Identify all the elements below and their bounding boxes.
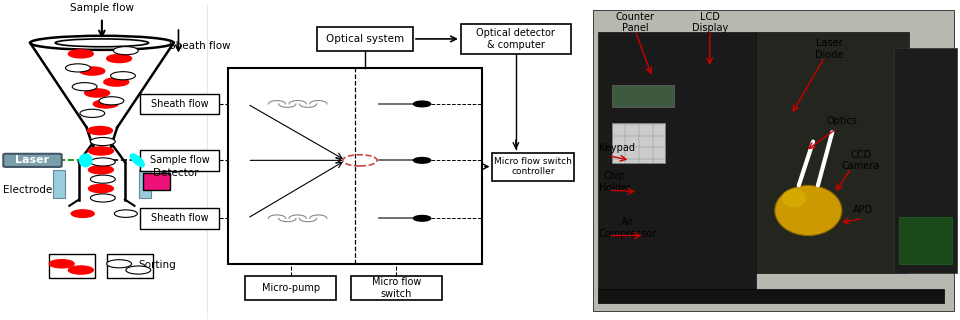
Bar xyxy=(350,276,442,300)
Bar xyxy=(53,170,64,198)
Text: Sample flow: Sample flow xyxy=(70,3,133,13)
Circle shape xyxy=(87,126,112,135)
Ellipse shape xyxy=(80,154,92,167)
Text: Sample flow: Sample flow xyxy=(150,155,209,165)
Circle shape xyxy=(88,185,113,193)
Ellipse shape xyxy=(775,185,842,236)
Bar xyxy=(107,254,153,278)
Circle shape xyxy=(90,175,115,183)
Circle shape xyxy=(414,101,431,107)
Text: Keypad: Keypad xyxy=(599,143,635,153)
Circle shape xyxy=(114,210,137,217)
Text: Optical system: Optical system xyxy=(326,34,404,44)
Text: Sheath flow: Sheath flow xyxy=(151,213,208,223)
Bar xyxy=(143,173,170,190)
Bar xyxy=(492,153,574,181)
Text: Optical detector
& computer: Optical detector & computer xyxy=(476,28,555,50)
Text: CCD
Camera: CCD Camera xyxy=(842,149,880,171)
Text: Micro flow
switch: Micro flow switch xyxy=(372,277,420,299)
Bar xyxy=(900,217,952,264)
Circle shape xyxy=(71,210,94,217)
Bar xyxy=(756,32,909,273)
Circle shape xyxy=(68,50,93,58)
Text: Micro-pump: Micro-pump xyxy=(262,283,320,293)
Bar xyxy=(895,48,957,273)
Circle shape xyxy=(90,194,115,202)
Text: Electrodes: Electrodes xyxy=(3,185,58,195)
Circle shape xyxy=(80,67,105,75)
Text: Chip
Holder: Chip Holder xyxy=(599,172,631,193)
Bar xyxy=(139,170,151,198)
Circle shape xyxy=(68,266,93,274)
Circle shape xyxy=(113,47,138,55)
Text: Optics: Optics xyxy=(827,116,857,126)
Text: LCD
Display: LCD Display xyxy=(691,12,728,33)
Text: Counter
Panel: Counter Panel xyxy=(615,12,655,33)
Text: Sorting: Sorting xyxy=(138,260,176,270)
Circle shape xyxy=(126,266,151,274)
Circle shape xyxy=(65,64,90,72)
FancyBboxPatch shape xyxy=(3,154,61,167)
Circle shape xyxy=(49,260,74,268)
Circle shape xyxy=(84,89,109,97)
Bar xyxy=(140,94,219,114)
Text: Detector: Detector xyxy=(153,168,198,178)
Bar xyxy=(593,10,954,311)
Ellipse shape xyxy=(131,154,144,167)
Bar xyxy=(317,27,413,51)
Circle shape xyxy=(107,54,132,63)
Circle shape xyxy=(414,157,431,163)
Circle shape xyxy=(90,158,115,166)
Bar xyxy=(461,24,571,54)
Circle shape xyxy=(88,147,113,155)
Text: Laser: Laser xyxy=(15,155,50,165)
Bar xyxy=(598,289,945,303)
Text: Sheath flow: Sheath flow xyxy=(151,99,208,109)
Bar xyxy=(612,85,674,107)
Circle shape xyxy=(88,166,113,174)
Circle shape xyxy=(414,215,431,221)
Bar xyxy=(598,32,756,289)
Circle shape xyxy=(93,100,118,108)
Bar xyxy=(140,208,219,228)
Bar xyxy=(246,276,336,300)
Text: Sheath flow: Sheath flow xyxy=(169,41,230,51)
Bar xyxy=(612,123,664,164)
Bar xyxy=(49,254,95,278)
Text: Air
Compressor: Air Compressor xyxy=(599,217,657,238)
Circle shape xyxy=(80,109,105,117)
Text: APD: APD xyxy=(853,205,874,215)
Circle shape xyxy=(90,138,115,146)
Bar xyxy=(140,150,219,171)
Text: Micro flow switch
controller: Micro flow switch controller xyxy=(494,157,572,176)
Circle shape xyxy=(107,260,132,268)
Circle shape xyxy=(110,72,135,80)
Circle shape xyxy=(99,97,124,105)
Ellipse shape xyxy=(782,188,806,207)
Bar xyxy=(228,68,482,264)
Circle shape xyxy=(104,78,129,86)
Text: Laser
Diode: Laser Diode xyxy=(815,38,844,60)
Circle shape xyxy=(72,83,97,91)
